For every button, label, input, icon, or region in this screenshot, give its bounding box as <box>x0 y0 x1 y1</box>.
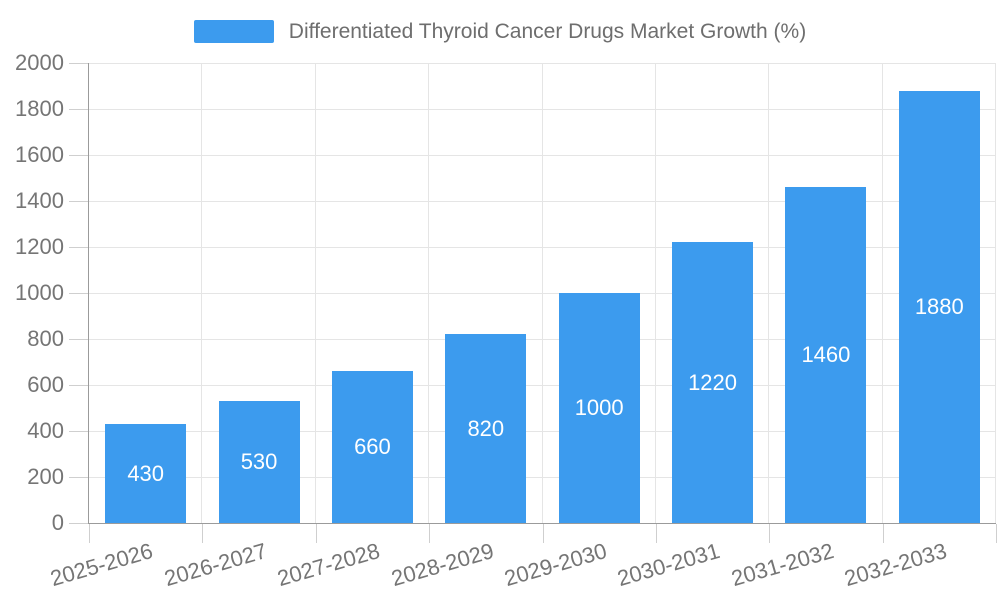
x-axis-label: 2032-2033 <box>841 538 950 592</box>
y-axis-label: 600 <box>27 372 64 397</box>
x-axis-tick <box>202 524 204 543</box>
gridline-vertical <box>541 63 543 523</box>
x-axis-tick <box>429 524 431 543</box>
x-axis-label: 2028-2029 <box>388 538 497 592</box>
bar: 1460 <box>785 187 867 523</box>
y-axis-tick <box>69 247 88 248</box>
x-axis-label: 2031-2032 <box>728 538 837 592</box>
y-axis-label: 1200 <box>15 234 64 259</box>
x-axis-tick <box>882 524 884 543</box>
gridline-horizontal <box>89 339 996 340</box>
bar-value-label: 660 <box>354 434 391 460</box>
y-axis-tick <box>69 523 88 524</box>
bar: 430 <box>105 424 187 523</box>
x-axis-tick <box>89 524 90 543</box>
y-axis-tick <box>69 155 88 156</box>
bar-value-label: 820 <box>467 415 505 441</box>
gridline-horizontal <box>89 477 996 478</box>
y-axis-label: 0 <box>51 510 64 535</box>
legend-swatch[interactable] <box>193 20 274 44</box>
legend-label[interactable]: Differentiated Thyroid Cancer Drugs Mark… <box>288 20 807 43</box>
gridline-vertical <box>201 63 203 523</box>
x-axis-label: 2025-2026 <box>47 538 157 592</box>
y-axis-label: 1400 <box>15 188 64 213</box>
x-axis-label: 2030-2031 <box>614 538 723 592</box>
y-axis-label: 200 <box>27 464 64 489</box>
y-axis-label: 1600 <box>15 142 64 167</box>
y-axis-label: 1000 <box>15 280 64 305</box>
gridline-horizontal <box>89 155 996 156</box>
y-axis-tick <box>69 109 88 110</box>
gridline-horizontal <box>89 201 996 202</box>
x-axis-tick <box>542 524 544 543</box>
y-axis-tick <box>69 431 88 432</box>
y-axis-label: 800 <box>27 326 64 351</box>
x-axis-tick <box>996 524 997 543</box>
bar: 820 <box>445 334 527 523</box>
bar-value-label: 530 <box>240 449 278 475</box>
x-axis-label: 2027-2028 <box>274 538 383 592</box>
x-axis-tick <box>769 524 771 543</box>
y-axis-tick <box>69 293 88 294</box>
legend: Differentiated Thyroid Cancer Drugs Mark… <box>0 19 1000 44</box>
gridline-vertical <box>654 63 656 523</box>
y-axis-label: 400 <box>27 418 64 443</box>
y-axis-tick <box>69 385 88 386</box>
bar: 1220 <box>672 242 754 523</box>
gridline-horizontal <box>89 385 996 386</box>
y-axis-tick <box>69 63 88 64</box>
gridline-vertical <box>314 63 316 523</box>
bar: 1880 <box>898 90 980 523</box>
x-axis-label: 2026-2027 <box>161 538 270 592</box>
gridline-vertical <box>881 63 883 523</box>
y-axis-tick <box>69 339 88 340</box>
x-axis-tick <box>315 524 317 543</box>
y-axis-tick <box>69 477 88 478</box>
gridline-vertical <box>768 63 770 523</box>
y-axis-label: 1800 <box>15 96 64 121</box>
gridline-horizontal <box>89 431 996 432</box>
bar-value-label: 1460 <box>801 342 851 368</box>
bar: 530 <box>218 401 300 523</box>
bar-value-label: 430 <box>127 460 165 486</box>
plot-area: 0 200 400 600 800 1000 1200 1400 1600 1800 2000 430… <box>15 52 997 591</box>
gridline-horizontal <box>89 63 996 64</box>
gridline-horizontal <box>89 109 996 110</box>
gridline-vertical <box>995 63 996 523</box>
gridline-vertical <box>428 63 430 523</box>
gridline-horizontal <box>89 247 996 248</box>
x-axis-label: 2029-2030 <box>501 538 610 592</box>
gridline-horizontal <box>89 293 996 294</box>
bar: 1000 <box>558 293 640 523</box>
y-axis-tick <box>69 201 88 202</box>
y-axis-label: 2000 <box>15 50 64 75</box>
x-axis-tick <box>655 524 657 543</box>
bar-value-label: 1220 <box>688 369 738 395</box>
bar: 660 <box>331 371 413 523</box>
bar-value-label: 1880 <box>914 293 964 319</box>
bar-value-label: 1000 <box>574 395 624 420</box>
